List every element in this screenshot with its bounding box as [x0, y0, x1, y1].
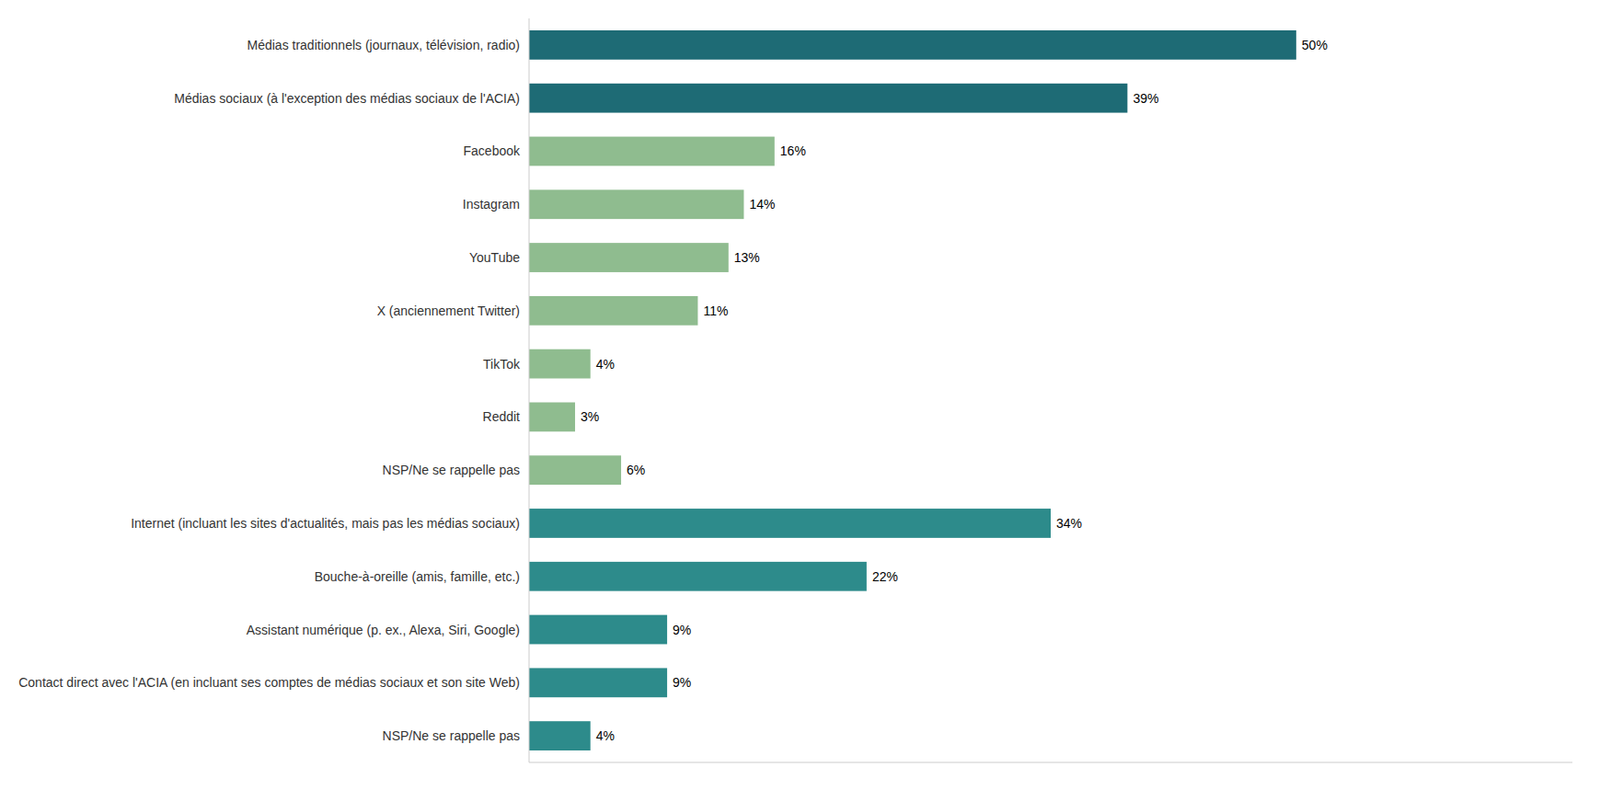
data-label: 3%: [580, 409, 599, 425]
data-label: 9%: [672, 675, 691, 691]
bar: [529, 296, 698, 326]
y-tick-label: TikTok: [483, 356, 521, 372]
bar: [529, 83, 1128, 114]
bar: [529, 30, 1297, 60]
bar: [529, 242, 729, 273]
y-tick-label: Reddit: [483, 409, 521, 425]
bar: [529, 137, 775, 167]
data-label: 9%: [672, 622, 691, 638]
x-axis-line: [529, 762, 1573, 764]
y-tick-label: NSP/Ne se rappelle pas: [382, 728, 520, 744]
data-label: 13%: [734, 250, 760, 265]
y-tick-label: Médias sociaux (à l'exception des médias…: [173, 91, 520, 106]
data-label: 34%: [1056, 516, 1083, 531]
data-label: 14%: [748, 196, 775, 212]
y-tick-label: Médias traditionnels (journaux, télévisi…: [247, 37, 520, 53]
y-tick-label: Instagram: [462, 196, 520, 212]
bar: [529, 667, 668, 698]
data-label: 50%: [1301, 37, 1328, 53]
data-label: 39%: [1132, 91, 1159, 106]
data-label: 6%: [626, 462, 645, 478]
y-tick-label: Assistant numérique (p. ex., Alexa, Siri…: [246, 622, 520, 638]
bar: [529, 562, 867, 592]
y-tick-label: Internet (incluant les sites d'actualité…: [130, 516, 520, 531]
y-tick-label: NSP/Ne se rappelle pas: [382, 462, 520, 478]
y-tick-label: Bouche-à-oreille (amis, famille, etc.): [314, 569, 520, 585]
bars: [529, 30, 1297, 751]
data-label: 11%: [702, 303, 728, 319]
data-label: 4%: [596, 728, 615, 744]
bar: [529, 508, 1051, 539]
bar: [529, 455, 622, 485]
data-label: 4%: [596, 356, 615, 372]
bar: [529, 349, 591, 380]
y-tick-label: YouTube: [469, 250, 520, 265]
y-axis-line: [529, 18, 530, 763]
y-tick-label: Facebook: [463, 143, 521, 159]
bar: [529, 721, 591, 751]
bar: [529, 615, 668, 645]
chart: NSP/Ne se rappelle pas Contact direct ave…: [0, 0, 1600, 790]
data-label: 16%: [780, 143, 806, 159]
bar: [529, 402, 576, 433]
bar: [529, 189, 744, 219]
data-label: 22%: [872, 569, 898, 585]
y-tick-label: X (anciennement Twitter): [377, 303, 520, 319]
y-tick-label: Contact direct avec l'ACIA (en incluant …: [18, 675, 520, 691]
